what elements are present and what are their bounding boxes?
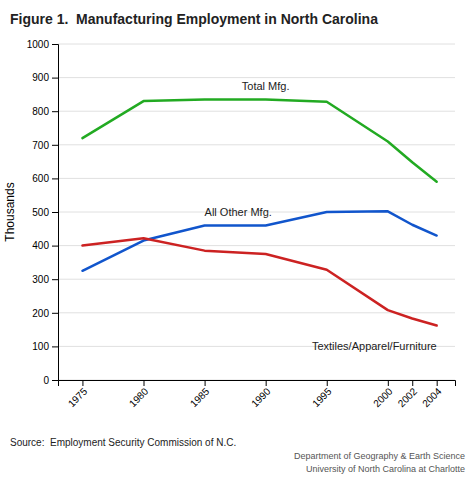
line: [82, 99, 436, 181]
x-tick-label: 1975: [66, 385, 90, 409]
series-label: All Other Mfg.: [205, 206, 272, 218]
x-tick-mark: [144, 380, 145, 386]
grid: [58, 44, 455, 380]
line: [82, 211, 436, 270]
x-tick-mark: [388, 380, 389, 386]
y-tick-label: 200: [32, 308, 49, 319]
x-tick: 2000: [371, 380, 395, 409]
y-tick-mark: [52, 313, 58, 314]
source-note: Source: Employment Security Commission o…: [10, 437, 236, 448]
x-tick-label: 2004: [420, 385, 444, 409]
credit-note: University of North Carolina at Charlott…: [306, 464, 465, 474]
grid-line: [58, 144, 455, 145]
y-tick: 700: [32, 140, 58, 151]
x-tick: 2002: [396, 380, 420, 409]
chart: Figure 1. Manufacturing Employment in No…: [0, 0, 475, 482]
x-tick-mark: [82, 380, 83, 386]
title: Figure 1. Manufacturing Employment in No…: [10, 11, 378, 27]
grid-line: [58, 178, 455, 179]
y-tick: 300: [32, 274, 58, 285]
y-tick-mark: [52, 145, 58, 146]
y-tick-mark: [52, 212, 58, 213]
y-tick-label: 300: [32, 274, 49, 285]
y-axis: 0 100 200 300 400 500 600 700 800 900 1000: [27, 39, 59, 386]
x-tick-label: 1985: [188, 385, 212, 409]
x-tick-label: 1980: [127, 385, 151, 409]
x-tick-label: 1995: [310, 385, 334, 409]
y-axis-line: [52, 45, 59, 381]
plot-area: 1975 1980 1985 1990 1995 200020022004 0 100 200 3…: [27, 39, 456, 409]
y-tick: 800: [32, 106, 58, 117]
y-tick: 0: [43, 375, 58, 386]
x-tick-mark: [205, 380, 206, 386]
y-tick-label: 400: [32, 240, 49, 251]
series-label: Total Mfg.: [242, 80, 290, 92]
y-tick-label: 1000: [27, 39, 50, 50]
y-tick-label: 900: [32, 72, 49, 83]
x-tick: 1995: [310, 380, 334, 409]
grid-line: [58, 245, 455, 246]
y-tick-mark: [52, 246, 58, 247]
y-tick-mark: [52, 346, 58, 347]
grid-line: [58, 77, 455, 78]
x-tick-label: 1990: [249, 385, 273, 409]
y-tick-mark: [52, 178, 58, 179]
y-tick: 400: [32, 240, 58, 251]
grid-line: [58, 279, 455, 280]
x-tick-mark: [437, 380, 438, 386]
x-tick-mark: [412, 380, 413, 386]
y-tick-label: 700: [32, 140, 49, 151]
y-tick: 600: [32, 173, 58, 184]
y-tick-label: 600: [32, 173, 49, 184]
x-tick-mark: [266, 380, 267, 386]
y-tick-label: 500: [32, 207, 49, 218]
y-tick-mark: [52, 44, 58, 45]
x-tick: 1990: [249, 380, 273, 409]
y-tick: 1000: [27, 39, 58, 50]
y-tick: 900: [32, 72, 58, 83]
x-tick: 1975: [66, 380, 90, 409]
y-tick: 500: [32, 207, 58, 218]
credit-note: Department of Geography & Earth Science: [294, 451, 465, 461]
series-label: Textiles/Apparel/Furniture: [312, 340, 437, 352]
x-tick-mark: [327, 380, 328, 386]
y-tick-label: 0: [43, 375, 49, 386]
y-tick-mark: [52, 279, 58, 280]
x-axis-line: [59, 381, 456, 387]
line: [82, 238, 436, 325]
x-tick: 2004: [420, 380, 444, 409]
x-tick-label: 2002: [396, 385, 420, 409]
grid-line: [58, 44, 455, 45]
y-tick-mark: [52, 380, 58, 381]
y-tick-mark: [52, 78, 58, 79]
x-tick-label: 2000: [371, 385, 395, 409]
lines: [82, 99, 436, 325]
y-tick: 100: [32, 341, 58, 352]
y-tick: 200: [32, 308, 58, 319]
y-tick-label: 800: [32, 106, 49, 117]
x-tick: 1980: [127, 380, 151, 409]
x-axis: 1975 1980 1985 1990 1995 200020022004: [59, 380, 456, 409]
y-axis-title: Thousands: [3, 182, 17, 241]
y-tick-label: 100: [32, 341, 49, 352]
y-tick-mark: [52, 111, 58, 112]
x-tick: 1985: [188, 380, 212, 409]
grid-line: [58, 111, 455, 112]
